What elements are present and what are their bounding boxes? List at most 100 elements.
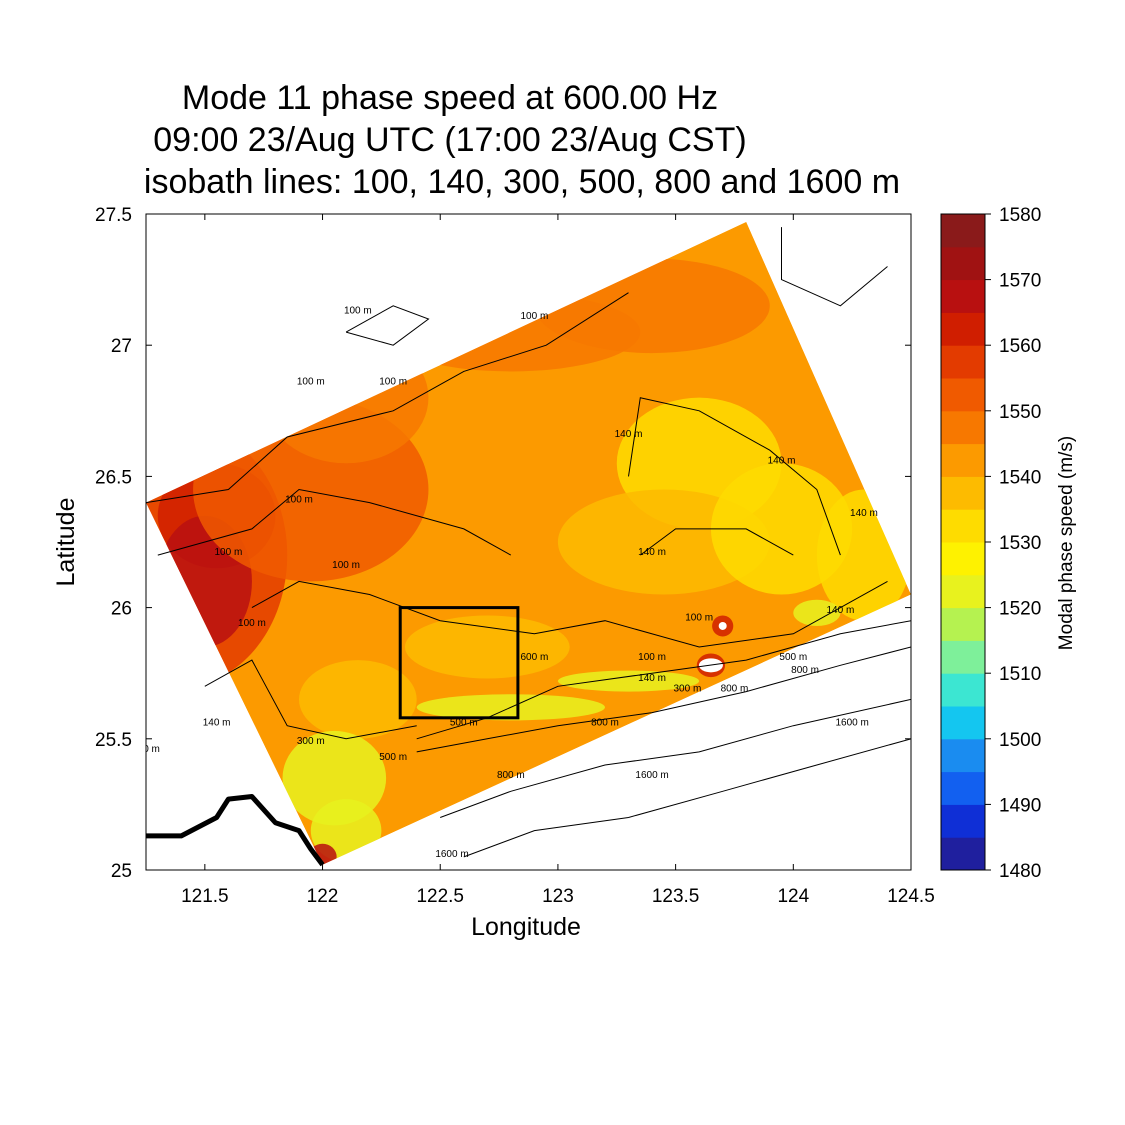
isobath-line-11 [345, 305, 430, 346]
isobath-line-8 [440, 698, 911, 818]
isobath-label-3: 100 m [332, 560, 360, 571]
x-tick-label-6: 124.5 [887, 886, 935, 907]
study-area-box [398, 606, 520, 720]
isobath-line-9 [463, 738, 911, 858]
colorbar-band-14 [941, 378, 985, 412]
isobath-label-14: 140 m [638, 547, 666, 558]
isobath-label-16: 140 m [638, 673, 666, 684]
isobath-label-28: 1600 m [635, 770, 668, 781]
isobath-label-15: 140 m [826, 605, 854, 616]
field-zone-9 [710, 463, 853, 595]
isobath-label-13: 140 m [850, 508, 878, 519]
colorbar-band-8 [941, 574, 985, 609]
isobath-line-4 [640, 528, 794, 556]
x-axis: 121.5 122 122.5 123 123.5 124 124.5 [181, 214, 935, 907]
colorbar-band-7 [941, 607, 985, 641]
colorbar-band-12 [941, 443, 985, 477]
isobath-label-11: 140 m [615, 429, 643, 440]
isobath-labels: 100 m 100 m 100 m 100 m 100 m 100 m 100 m 100 m… [132, 306, 878, 860]
isobath-label-5: 100 m [685, 613, 713, 624]
isobath-label-24: 800 m [497, 770, 525, 781]
isobath-label-21: 500 m [379, 752, 407, 763]
isobath-label-18: 300 m [673, 684, 701, 695]
colorbar-tick-label-6: 1540 [999, 467, 1041, 488]
colorbar-tick-label-9: 1570 [999, 271, 1041, 292]
isobath-label-12: 140 m [768, 455, 796, 466]
x-tick-label-2: 122.5 [416, 886, 464, 907]
isobath-label-17: 140 m [203, 718, 231, 729]
chart-title-line-3: isobath lines: 100, 140, 300, 500, 800 a… [143, 163, 901, 201]
x-axis-label: Longitude [471, 913, 581, 941]
colorbar-label: Modal phase speed (m/s) [1056, 436, 1077, 650]
x-tick-label-5: 124 [777, 886, 809, 907]
plot-frame [145, 213, 912, 871]
y-axis: 25 25.5 26 26.5 27 27.5 [95, 205, 911, 882]
colorbar-band-0 [941, 837, 985, 871]
isobath-line-2 [251, 580, 888, 648]
y-tick-label-5: 27.5 [95, 205, 132, 226]
isobath-label-7: 100 m [520, 311, 548, 322]
isobath-line-10 [781, 227, 888, 307]
colorbar-band-5 [941, 673, 985, 707]
isobath-label-30: 1600 m [435, 849, 468, 860]
colorbar-band-15 [941, 345, 985, 379]
field-gap-2 [718, 621, 727, 630]
colorbar-band-18 [941, 246, 985, 281]
isobath-line-7 [416, 646, 911, 753]
colorbar-band-3 [941, 738, 985, 773]
field-zone-17 [557, 670, 700, 692]
y-tick-label-0: 25 [111, 861, 132, 882]
y-tick-label-1: 25.5 [95, 730, 132, 751]
field-zone-18 [793, 599, 841, 626]
isobath-label-4: 100 m [238, 618, 266, 629]
colorbar-tick-label-8: 1560 [999, 336, 1041, 357]
colorbar-band-1 [941, 804, 985, 838]
colorbar-tick-label-7: 1550 [999, 402, 1041, 423]
isobath-line-5 [204, 659, 417, 740]
field-zone-11 [404, 615, 570, 679]
isobath-label-20: 500 m [450, 718, 478, 729]
isobath-label-0: 100 m [344, 306, 372, 317]
x-tick-label-1: 122 [307, 886, 339, 907]
colorbar-tick-label-2: 1500 [999, 730, 1041, 751]
colorbar-band-13 [941, 410, 985, 445]
colorbar-band-17 [941, 279, 985, 313]
field-zone-13 [282, 730, 387, 826]
y-tick-label-3: 26.5 [95, 467, 132, 488]
colorbar-band-10 [941, 509, 985, 543]
isobath-label-6: 100 m [214, 547, 242, 558]
y-tick-label-2: 26 [111, 599, 132, 620]
y-tick-label-4: 27 [111, 336, 132, 357]
isobath-line-0 [146, 292, 629, 504]
colorbar-tick-label-5: 1530 [999, 533, 1041, 554]
colorbar-tick-label-1: 1490 [999, 795, 1041, 816]
isobath-label-9: 100 m [132, 744, 160, 755]
isobath-label-23: 600 m [520, 652, 548, 663]
colorbar-band-6 [941, 640, 985, 674]
colorbar-tick-label-3: 1510 [999, 664, 1041, 685]
isobath-line-3 [628, 397, 841, 556]
isobath-label-26: 800 m [721, 684, 749, 695]
colorbar-band-16 [941, 312, 985, 346]
field-zone-12 [299, 660, 417, 739]
colorbar-tick-label-0: 1480 [999, 861, 1041, 882]
isobath-label-27: 800 m [791, 665, 819, 676]
y-axis-label: Latitude [52, 498, 80, 587]
chart-title-line-1: Mode 11 phase speed at 600.00 Hz [181, 79, 719, 117]
isobath-label-1: 100 m [297, 377, 325, 388]
x-tick-label-0: 121.5 [181, 886, 229, 907]
isobath-label-2: 100 m [285, 495, 313, 506]
colorbar-band-4 [941, 706, 985, 740]
coastline [146, 794, 325, 867]
isobath-label-29: 1600 m [835, 718, 868, 729]
colorbar-band-9 [941, 542, 985, 576]
isobath-label-22: 500 m [779, 652, 807, 663]
isobath-label-25: 800 m [591, 718, 619, 729]
colorbar-tick-label-10: 1580 [999, 205, 1041, 226]
isobath-label-8: 100 m [638, 652, 666, 663]
colorbar-band-11 [941, 476, 985, 510]
coastline-path [146, 794, 325, 867]
x-tick-label-4: 123.5 [652, 886, 700, 907]
colorbar-band-19 [941, 214, 985, 248]
